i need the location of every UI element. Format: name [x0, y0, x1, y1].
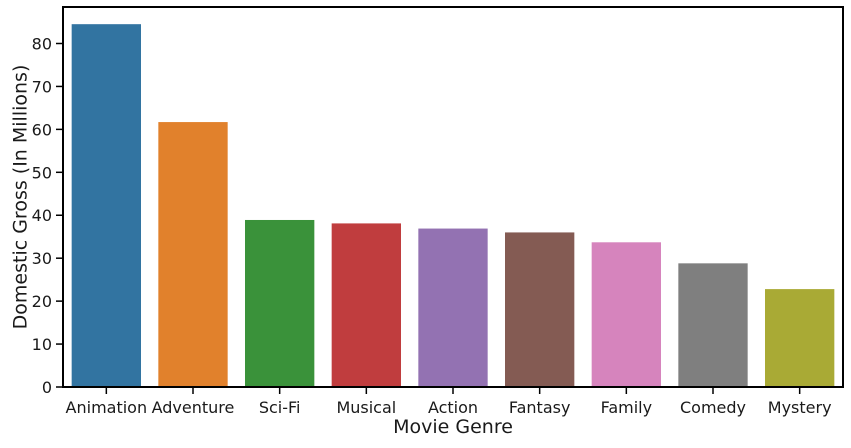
x-axis-ticks: Animation Adventure Sci-Fi Musical Action Fan… — [66, 387, 832, 417]
x-tick-label: Musical — [336, 398, 396, 417]
y-tick-label: 30 — [32, 249, 52, 268]
y-tick-label: 40 — [32, 206, 52, 225]
y-tick-label: 70 — [32, 77, 52, 96]
x-tick-label: Action — [428, 398, 478, 417]
y-tick-label: 0 — [42, 378, 52, 397]
y-tick-label: 20 — [32, 292, 52, 311]
x-tick-label: Comedy — [680, 398, 746, 417]
bar-action — [418, 228, 488, 387]
bar-mystery — [765, 289, 835, 387]
bar-musical — [331, 223, 401, 387]
bar-sci-fi — [245, 219, 315, 387]
x-tick-label: Family — [601, 398, 652, 417]
bar-comedy — [678, 263, 748, 387]
y-tick-label: 80 — [32, 34, 52, 53]
x-tick-label: Animation — [66, 398, 148, 417]
x-tick-label: Mystery — [768, 398, 832, 417]
y-axis-label: Domestic Gross (In Millions) — [10, 65, 32, 330]
y-tick-label: 10 — [32, 335, 52, 354]
x-tick-label: Fantasy — [509, 398, 571, 417]
bar-fantasy — [505, 232, 575, 387]
axes-frame — [62, 6, 844, 388]
x-axis-label: Movie Genre — [393, 416, 513, 438]
bar-animation — [71, 24, 141, 387]
x-tick-label: Adventure — [152, 398, 235, 417]
x-tick-label: Sci-Fi — [259, 398, 301, 417]
y-tick-label: 60 — [32, 120, 52, 139]
bar-adventure — [158, 122, 228, 387]
bar-family — [591, 242, 661, 387]
bars-layer — [71, 24, 835, 387]
y-axis-ticks: 0 10 20 30 40 50 60 70 80 — [32, 34, 63, 397]
y-tick-label: 50 — [32, 163, 52, 182]
